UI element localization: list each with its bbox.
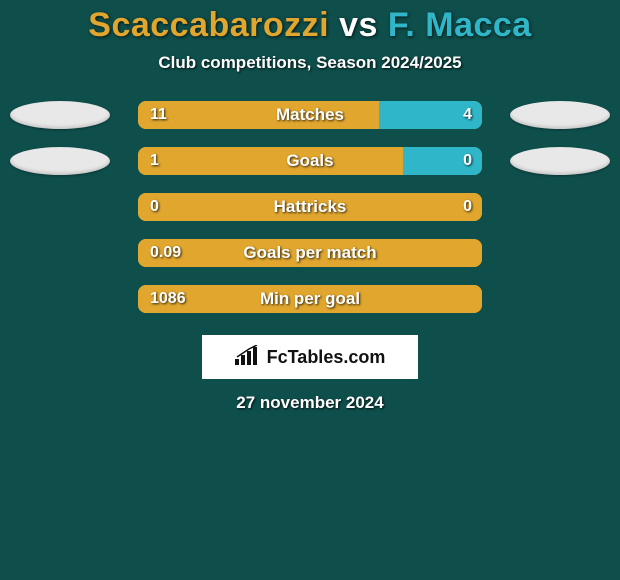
stat-row: 0.09Goals per match xyxy=(0,239,620,267)
player1-oval xyxy=(10,147,110,175)
stat-bar: 0.09Goals per match xyxy=(138,239,482,267)
value-left: 11 xyxy=(150,101,167,129)
bar-left-fill xyxy=(138,239,482,267)
title-player1: Scaccabarozzi xyxy=(88,6,329,44)
value-left: 1 xyxy=(150,147,159,175)
value-left: 0.09 xyxy=(150,239,181,267)
subtitle: Club competitions, Season 2024/2025 xyxy=(0,53,620,73)
stat-bar: 114Matches xyxy=(138,101,482,129)
stat-bar: 00Hattricks xyxy=(138,193,482,221)
bar-left-fill xyxy=(138,101,379,129)
bar-left-fill xyxy=(138,193,482,221)
value-right: 0 xyxy=(463,147,472,175)
value-right: 4 xyxy=(463,101,472,129)
player1-oval xyxy=(10,101,110,129)
player2-oval xyxy=(510,147,610,175)
player2-oval xyxy=(510,101,610,129)
stat-row: 00Hattricks xyxy=(0,193,620,221)
value-left: 1086 xyxy=(150,285,186,313)
stat-bar: 10Goals xyxy=(138,147,482,175)
bar-left-fill xyxy=(138,285,482,313)
stat-row: 10Goals xyxy=(0,147,620,175)
logo-box: FcTables.com xyxy=(202,335,418,379)
date-line: 27 november 2024 xyxy=(0,393,620,413)
stat-bar: 1086Min per goal xyxy=(138,285,482,313)
stat-rows: 114Matches10Goals00Hattricks0.09Goals pe… xyxy=(0,101,620,313)
comparison-card: Scaccabarozzi vs F. Macca Club competiti… xyxy=(0,0,620,580)
stat-row: 114Matches xyxy=(0,101,620,129)
page-title: Scaccabarozzi vs F. Macca xyxy=(0,0,620,45)
value-left: 0 xyxy=(150,193,159,221)
value-right: 0 xyxy=(463,193,472,221)
logo-icon xyxy=(235,345,261,370)
bar-left-fill xyxy=(138,147,403,175)
title-player2: F. Macca xyxy=(388,6,532,44)
title-vs: vs xyxy=(329,6,388,44)
logo-text: FcTables.com xyxy=(267,347,386,368)
stat-row: 1086Min per goal xyxy=(0,285,620,313)
